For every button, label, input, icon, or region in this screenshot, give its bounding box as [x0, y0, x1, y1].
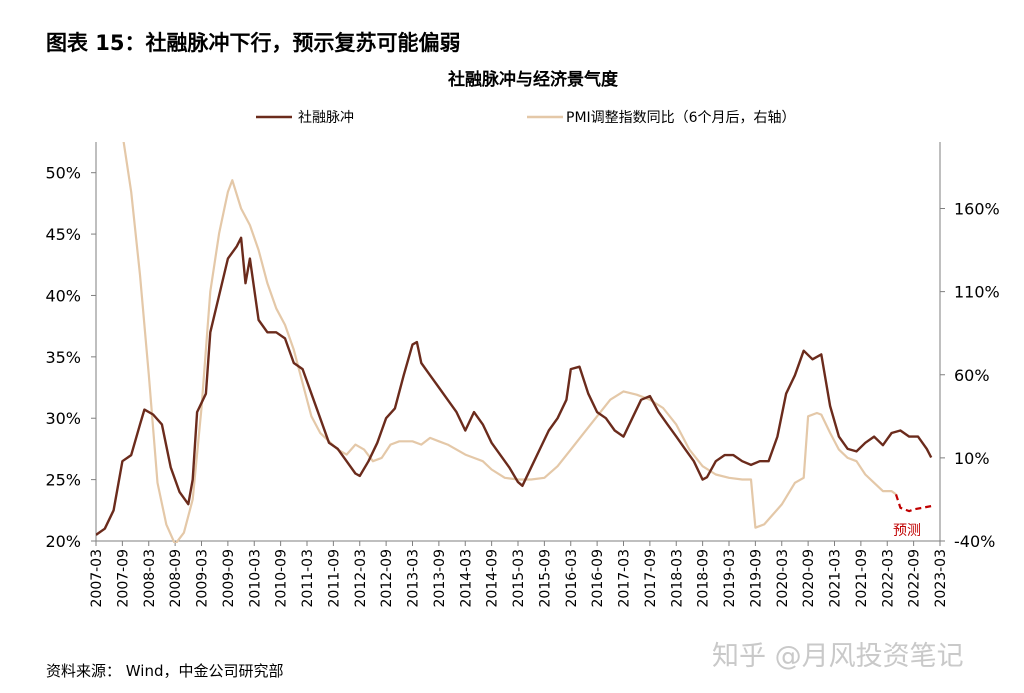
left-tick-label: 40% [45, 286, 81, 305]
x-tick-label: 2009-03 [195, 549, 211, 608]
x-tick-label: 2013-09 [432, 549, 448, 608]
x-tick-label: 2012-03 [353, 549, 369, 608]
x-tick-label: 2019-09 [748, 549, 764, 608]
x-tick-label: 2007-09 [115, 549, 131, 608]
x-tick-label: 2016-03 [564, 549, 580, 608]
left-tick-label: 20% [45, 532, 81, 551]
x-tick-label: 2011-09 [326, 549, 342, 608]
x-tick-label: 2007-03 [89, 549, 105, 608]
source-note: 资料来源： Wind，中金公司研究部 [46, 662, 284, 680]
axes: 20% 25% 30% 35% 40% 45% 50% -40% 10% 60% 110% 160% 2… [45, 142, 1000, 608]
x-tick-label: 2016-09 [590, 549, 606, 608]
series-line-pmi-adjusted-yoy [122, 142, 897, 543]
left-tick-label: 35% [45, 348, 81, 367]
x-tick-label: 2013-03 [406, 549, 422, 608]
x-tick-label: 2017-03 [617, 549, 633, 608]
x-tick-label: 2008-09 [168, 549, 184, 608]
x-tick-label: 2018-09 [696, 549, 712, 608]
series-layer [96, 142, 933, 543]
right-tick-label: 160% [954, 200, 1000, 219]
watermark: 知乎 @月风投资笔记 [712, 641, 964, 672]
x-tick-label: 2014-03 [458, 549, 474, 608]
left-tick-label: 30% [45, 409, 81, 428]
x-tick-label: 2015-03 [511, 549, 527, 608]
x-tick-label: 2021-09 [854, 549, 870, 608]
series-line-forecast [894, 494, 932, 513]
left-tick-label: 45% [45, 225, 81, 244]
chart-title: 社融脉冲与经济景气度 [447, 69, 619, 90]
x-tick-label: 2022-09 [907, 549, 923, 608]
legend-label-right: PMI调整指数同比（6个月后，右轴） [566, 110, 796, 126]
forecast-label: 预测 [893, 523, 921, 539]
x-tick-label: 2020-03 [775, 549, 791, 608]
series-line-social-financing-impulse [96, 236, 933, 536]
right-tick-label: -40% [954, 532, 995, 551]
x-tick-label: 2017-09 [643, 549, 659, 608]
x-tick-label: 2023-03 [933, 549, 949, 608]
x-tick-label: 2009-09 [221, 549, 237, 608]
x-tick-label: 2011-03 [300, 549, 316, 608]
x-tick-label: 2018-03 [669, 549, 685, 608]
x-tick-label: 2020-09 [801, 549, 817, 608]
x-tick-label: 2019-03 [722, 549, 738, 608]
x-tick-label: 2010-09 [274, 549, 290, 608]
x-tick-label: 2022-03 [880, 549, 896, 608]
legend-label-left: 社融脉冲 [298, 110, 354, 126]
right-tick-label: 10% [954, 449, 990, 468]
right-tick-label: 110% [954, 283, 1000, 302]
left-tick-label: 25% [45, 471, 81, 490]
x-tick-label: 2014-09 [485, 549, 501, 608]
figure-title: 图表 15：社融脉冲下行，预示复苏可能偏弱 [46, 31, 461, 55]
x-tick-label: 2010-03 [247, 549, 263, 608]
legend: 社融脉冲 PMI调整指数同比（6个月后，右轴） [256, 110, 796, 126]
left-tick-label: 50% [45, 164, 81, 183]
x-tick-label: 2015-09 [537, 549, 553, 608]
x-tick-label: 2012-09 [379, 549, 395, 608]
x-tick-label: 2021-03 [828, 549, 844, 608]
right-tick-label: 60% [954, 366, 990, 385]
x-tick-label: 2008-03 [142, 549, 158, 608]
